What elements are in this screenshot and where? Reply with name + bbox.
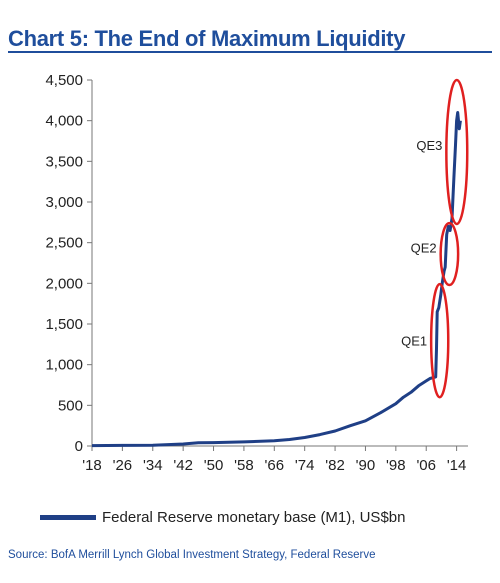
plot-series xyxy=(91,111,462,448)
y-tick-label: 3,500 xyxy=(45,153,83,170)
chart-area: 0 500 1,000 1,500 2,000 2,500 3,000 3,500 4,000 4… xyxy=(45,72,469,474)
source-note: Source: BofA Merrill Lynch Global Invest… xyxy=(8,549,376,561)
y-tick-label: 500 xyxy=(58,397,83,414)
x-tick-label: '66 xyxy=(265,457,285,474)
annotation-ellipse xyxy=(439,221,460,287)
x-tick-label: '34 xyxy=(143,457,163,474)
annotation-label: QE2 xyxy=(411,241,437,256)
x-tick-label: '42 xyxy=(173,457,193,474)
y-tick-label: 4,000 xyxy=(45,113,83,130)
x-tick-label: '74 xyxy=(295,457,315,474)
x-axis-ticks: '18 '26 '34 '42 '50 '58 '66 '74 '82 '90 '98 '06 '14 xyxy=(82,446,466,474)
y-tick-label: 1,500 xyxy=(45,316,83,333)
y-tick-label: 2,500 xyxy=(45,235,83,252)
chart-title: Chart 5: The End of Maximum Liquidity xyxy=(8,26,406,51)
y-tick-label: 4,500 xyxy=(45,72,83,89)
x-tick-label: '82 xyxy=(325,457,345,474)
annotation-label: QE1 xyxy=(401,333,427,348)
annotation-ellipse xyxy=(429,282,450,399)
x-tick-label: '50 xyxy=(204,457,224,474)
x-tick-label: '14 xyxy=(447,457,467,474)
x-tick-label: '18 xyxy=(82,457,102,474)
y-tick-label: 3,000 xyxy=(45,194,83,211)
x-tick-label: '90 xyxy=(356,457,376,474)
qe-annotations: QE1 QE2 QE3 xyxy=(401,78,469,399)
legend-swatch xyxy=(40,514,96,520)
legend-label: Federal Reserve monetary base (M1), US$b… xyxy=(102,508,406,526)
title-underline xyxy=(8,51,492,53)
series-line xyxy=(91,111,462,448)
annotation-ellipse xyxy=(445,78,469,226)
legend: Federal Reserve monetary base (M1), US$b… xyxy=(40,506,405,528)
annotation-label: QE3 xyxy=(416,138,442,153)
y-axis-ticks: 0 500 1,000 1,500 2,000 2,500 3,000 3,500 4,000 4… xyxy=(45,72,92,455)
x-tick-label: '26 xyxy=(113,457,133,474)
x-tick-label: '06 xyxy=(416,457,436,474)
y-tick-label: 1,000 xyxy=(45,357,83,374)
x-tick-label: '58 xyxy=(234,457,254,474)
y-tick-label: 2,000 xyxy=(45,275,83,292)
y-tick-label: 0 xyxy=(75,438,83,455)
x-tick-label: '98 xyxy=(386,457,406,474)
